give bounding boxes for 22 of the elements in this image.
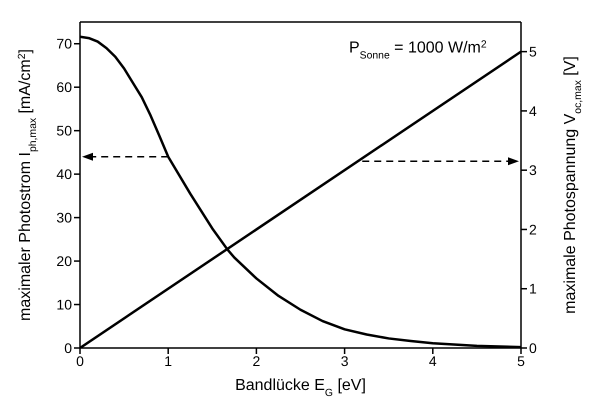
x-tick-label: 3	[340, 352, 349, 369]
x-tick-label: 1	[164, 352, 172, 369]
y-tick-label: 30	[56, 210, 72, 226]
x-tick-label: 5	[517, 352, 526, 369]
annotation: P$_{Sonne}$ = 1000 W/m$^{2}$	[349, 38, 487, 61]
y-tick-label: 0	[64, 340, 72, 356]
y-tick-label: 60	[56, 79, 72, 96]
x-tick-label: 4	[428, 352, 437, 369]
y2-tick-label: 5	[529, 44, 537, 60]
x-axis-title: Bandlücke E$_{G}$ [eV]	[235, 377, 366, 398]
y-tick-label: 10	[56, 296, 72, 313]
x-tick-label: 0	[76, 352, 84, 369]
y2-tick-label: 4	[529, 102, 537, 119]
y2-tick-label: 2	[529, 221, 537, 238]
y-tick-label: 70	[56, 36, 72, 52]
y2-tick-label: 0	[529, 340, 537, 356]
y-tick-label: 50	[56, 122, 72, 139]
x-tick-label: 2	[252, 352, 260, 369]
y2-tick-label: 3	[529, 162, 537, 178]
y-tick-label: 20	[56, 253, 72, 270]
y2-tick-label: 1	[529, 280, 537, 297]
y-tick-label: 40	[56, 166, 72, 182]
